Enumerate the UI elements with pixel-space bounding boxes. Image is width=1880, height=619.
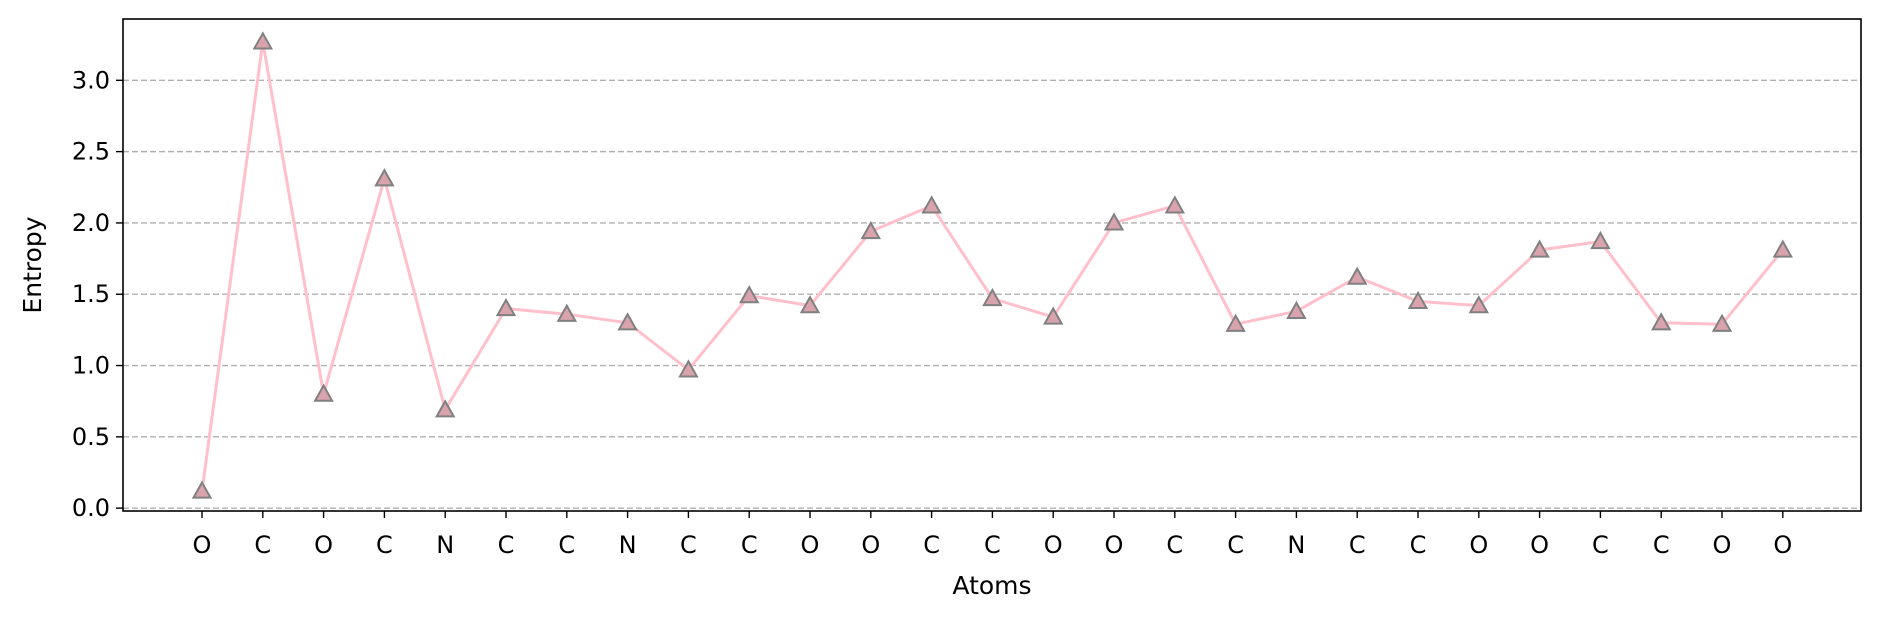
- y-tick-label: 2.5: [72, 138, 110, 166]
- x-tick-label: O: [193, 531, 212, 559]
- data-point-marker: [1650, 312, 1672, 331]
- data-point-marker: [738, 285, 760, 304]
- data-point-marker: [313, 383, 334, 402]
- x-tick-label: C: [376, 531, 393, 559]
- series-line: [200, 40, 1784, 492]
- data-point-marker: [1042, 306, 1064, 325]
- data-point-marker: [617, 312, 638, 331]
- y-tick-label: 1.0: [72, 352, 110, 380]
- data-point-marker: [1164, 195, 1186, 214]
- x-tick-label: C: [1592, 531, 1609, 559]
- x-tick-label: O: [861, 531, 880, 559]
- x-tick-label: C: [1166, 531, 1183, 559]
- x-tick-label: C: [1227, 531, 1244, 559]
- y-tick-label: 0.0: [72, 494, 110, 522]
- data-point-marker: [374, 168, 395, 187]
- data-point-marker: [556, 303, 578, 322]
- x-tick-label: C: [741, 531, 758, 559]
- y-axis-title: Entropy: [18, 216, 47, 313]
- x-tick-label: C: [984, 531, 1001, 559]
- y-tick-label: 1.5: [72, 280, 110, 308]
- x-tick-label: O: [801, 531, 820, 559]
- x-tick-label: N: [436, 531, 454, 559]
- data-point-marker: [860, 220, 882, 240]
- data-point-marker: [678, 359, 699, 378]
- x-tick-label: C: [254, 531, 271, 559]
- data-point-marker: [1590, 230, 1611, 250]
- x-tick-label: C: [1653, 531, 1670, 559]
- data-point-marker: [252, 31, 274, 50]
- data-point-marker: [1103, 212, 1125, 231]
- data-point-marker: [1529, 239, 1550, 258]
- data-point-marker: [1772, 239, 1794, 258]
- x-tick-label: O: [1469, 531, 1488, 559]
- y-tick-label: 2.0: [72, 209, 110, 237]
- data-point-marker: [1286, 300, 1307, 319]
- x-tick-label: N: [1287, 531, 1305, 559]
- series-line-layer: [200, 40, 1784, 492]
- x-axis-title: Atoms: [952, 571, 1031, 600]
- x-tick-label: O: [1044, 531, 1063, 559]
- x-tick-label: O: [1773, 531, 1792, 559]
- x-tick-label: C: [558, 531, 575, 559]
- x-tick-label: O: [314, 531, 333, 559]
- data-point-marker: [799, 295, 821, 314]
- y-tick-label: 3.0: [72, 66, 110, 94]
- data-point-marker: [1346, 266, 1368, 285]
- data-point-marker: [982, 287, 1003, 307]
- data-point-marker: [434, 399, 456, 418]
- x-tick-label: O: [1105, 531, 1124, 559]
- x-tick-label: O: [1713, 531, 1732, 559]
- data-point-marker: [1711, 313, 1733, 332]
- x-tick-label: C: [923, 531, 940, 559]
- x-tick-label: C: [1410, 531, 1427, 559]
- data-point-marker: [1407, 290, 1429, 309]
- x-tick-label: C: [498, 531, 515, 559]
- x-tick-label: C: [1349, 531, 1366, 559]
- data-point-marker: [1468, 295, 1490, 314]
- x-tick-label: C: [680, 531, 697, 559]
- x-tick-label: O: [1530, 531, 1549, 559]
- data-point-marker: [921, 195, 942, 214]
- y-tick-label: 0.5: [72, 423, 110, 451]
- x-tick-label: N: [619, 531, 637, 559]
- data-point-marker: [495, 297, 517, 317]
- data-point-marker: [191, 480, 213, 499]
- data-markers: [191, 31, 1794, 499]
- data-point-marker: [1225, 313, 1246, 332]
- y-axis-ticks: 0.0 0.5 1.0 1.5 2.0 2.5 3.0: [72, 66, 123, 522]
